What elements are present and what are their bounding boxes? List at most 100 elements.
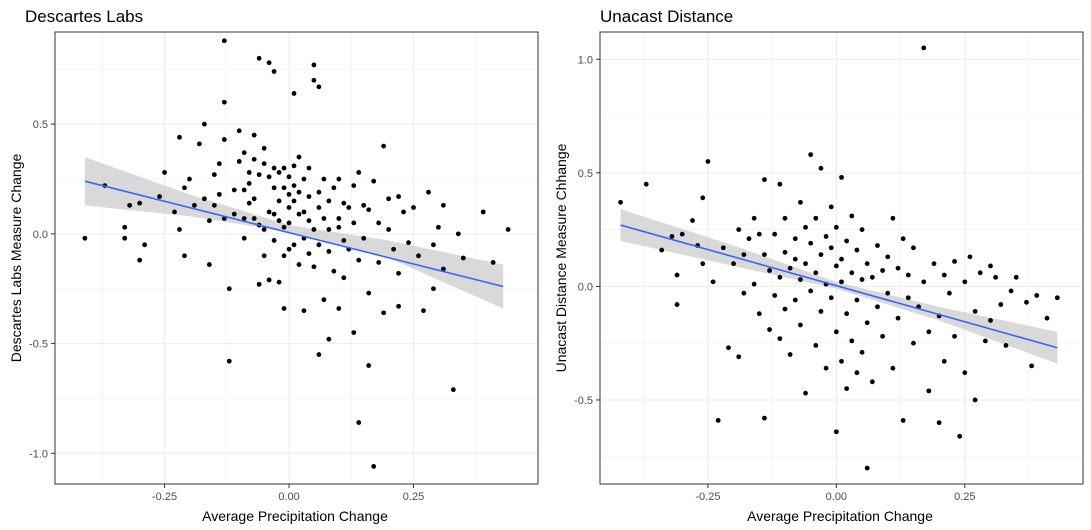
data-point — [450, 387, 456, 393]
data-point — [690, 218, 695, 223]
data-point — [705, 159, 711, 164]
data-point — [808, 288, 814, 294]
data-point — [291, 183, 297, 188]
data-point — [792, 236, 798, 242]
data-point — [808, 240, 814, 246]
data-point — [286, 246, 292, 252]
data-point — [281, 253, 287, 259]
data-point — [962, 279, 968, 285]
data-point — [436, 224, 441, 230]
data-point — [643, 181, 649, 187]
data-point — [792, 297, 798, 303]
data-point — [751, 215, 757, 221]
data-point — [142, 242, 148, 248]
data-point — [306, 218, 312, 224]
data-point — [941, 272, 947, 278]
data-point — [875, 304, 880, 310]
data-point — [720, 245, 726, 251]
data-point — [246, 170, 252, 175]
data-point — [833, 263, 839, 269]
data-point — [401, 209, 406, 215]
data-point — [1054, 295, 1060, 301]
data-point — [1044, 315, 1050, 321]
data-point — [756, 311, 762, 317]
data-point — [182, 253, 187, 259]
data-point — [336, 224, 342, 230]
data-point — [366, 290, 372, 296]
data-point — [741, 290, 747, 296]
data-point — [818, 308, 824, 314]
data-point — [828, 204, 834, 210]
data-point — [271, 69, 277, 74]
data-point — [839, 174, 844, 180]
data-point — [756, 231, 762, 237]
data-point — [505, 227, 511, 232]
data-point — [316, 205, 322, 210]
data-point — [286, 205, 292, 210]
data-point — [895, 265, 901, 271]
data-point — [679, 231, 685, 237]
data-point — [281, 306, 287, 311]
data-point — [772, 231, 778, 237]
y-tick-label: 0.5 — [578, 168, 593, 180]
data-point — [241, 216, 247, 221]
regression-line — [84, 180, 504, 288]
data-point — [266, 277, 272, 283]
data-point — [833, 224, 839, 230]
data-point — [316, 242, 322, 248]
data-point — [256, 55, 262, 61]
data-point — [376, 259, 382, 265]
data-point — [371, 178, 377, 184]
data-point — [226, 358, 232, 364]
data-point — [236, 128, 242, 134]
data-point — [172, 209, 177, 215]
data-point — [291, 198, 297, 204]
data-point — [797, 199, 803, 205]
data-point — [674, 272, 680, 278]
data-point — [301, 176, 307, 182]
data-point — [962, 370, 968, 376]
data-point — [890, 215, 896, 221]
data-point — [900, 236, 906, 242]
data-point — [82, 235, 88, 241]
data-point — [261, 253, 267, 259]
data-point — [767, 327, 772, 332]
data-point — [216, 161, 222, 167]
data-point — [211, 172, 217, 178]
data-point — [321, 176, 327, 182]
data-point — [182, 185, 187, 191]
data-point — [859, 227, 865, 233]
data-point — [890, 365, 896, 371]
data-point — [911, 245, 916, 251]
data-point — [341, 238, 347, 243]
data-point — [885, 290, 891, 296]
data-point — [396, 303, 401, 309]
data-point — [1034, 293, 1040, 298]
data-point — [266, 60, 272, 66]
data-point — [900, 418, 906, 423]
data-point — [490, 259, 496, 265]
data-point — [211, 202, 217, 208]
data-point — [331, 185, 337, 191]
data-point — [972, 308, 978, 314]
data-point — [931, 261, 937, 267]
data-point — [813, 215, 819, 221]
data-point — [177, 227, 182, 232]
data-point — [710, 279, 716, 285]
data-point — [849, 270, 855, 276]
data-point — [875, 243, 880, 248]
data-point — [864, 465, 870, 471]
data-point — [854, 247, 860, 253]
data-point — [306, 165, 312, 171]
data-point — [261, 145, 267, 151]
data-point — [206, 262, 212, 267]
data-point — [281, 165, 287, 171]
data-point — [371, 464, 377, 469]
data-point — [659, 247, 665, 253]
data-point — [905, 272, 911, 278]
data-point — [823, 365, 829, 371]
panel-border — [599, 31, 1084, 485]
y-tick-label: -0.5 — [29, 339, 48, 351]
data-point — [341, 200, 347, 206]
data-point — [787, 265, 793, 271]
